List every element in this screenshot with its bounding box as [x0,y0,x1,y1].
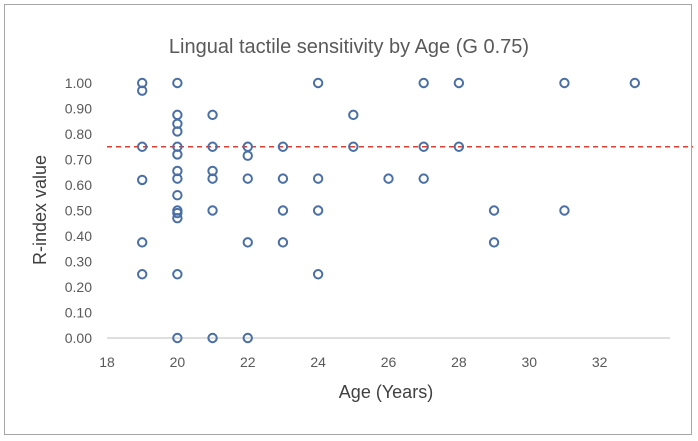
y-tick-label: 0.30 [65,254,92,270]
data-point [207,109,218,121]
y-tick-label: 0.70 [65,152,92,168]
x-tick-label: 30 [521,354,537,370]
data-point [383,173,394,184]
y-tick-label: 1.00 [65,75,92,91]
data-point [488,205,500,216]
y-axis-label: R-index value [30,155,50,265]
data-point [207,173,218,184]
data-point [418,141,429,152]
data-point [172,149,183,160]
x-tick-label: 32 [592,354,608,370]
x-tick-label: 20 [170,354,186,370]
x-tick-label: 28 [451,354,467,370]
y-tick-label: 0.10 [65,305,92,321]
data-point [348,141,359,152]
y-tick-label: 0.80 [65,126,92,142]
y-tick-label: 0.50 [65,203,92,219]
data-point [242,237,253,248]
data-point [312,77,324,89]
data-point [172,173,183,184]
data-point [418,173,429,184]
data-point [312,269,324,280]
data-point [242,150,253,161]
data-point [277,205,289,216]
data-point [172,126,183,137]
data-point [559,205,570,216]
data-point [277,173,289,184]
data-point [629,77,641,89]
data-point [312,205,324,216]
data-point [453,77,465,89]
y-tick-label: 0.40 [65,228,92,244]
x-tick-label: 26 [381,354,397,370]
data-point [172,269,183,280]
y-tick-label: 0.00 [65,330,92,346]
x-axis-label: Age (Years) [339,382,433,402]
data-point [242,173,253,184]
data-point [207,332,218,344]
x-tick-label: 22 [240,354,256,370]
data-point [277,141,289,152]
data-point [418,77,429,89]
x-tick-label: 24 [310,354,326,370]
data-point [136,85,148,96]
chart-title: Lingual tactile sensitivity by Age (G 0.… [169,36,529,58]
data-point [453,141,465,152]
data-point [559,77,570,89]
data-point [172,207,183,219]
y-axis-ticks: 0.00 0.10 0.20 0.30 0.40 0.50 0.60 0.70 0.80 0.90… [65,75,92,346]
data-point [172,109,183,121]
chart-frame [4,4,692,435]
y-tick-label: 0.90 [65,101,92,117]
data-point [348,109,359,121]
x-axis-ticks: 18 20 22 24 26 28 30 32 [99,354,607,370]
data-point [242,332,253,344]
x-tick-label: 18 [99,354,115,370]
data-point [136,141,148,152]
data-point [172,190,183,201]
data-point [277,237,289,248]
data-point [172,212,183,224]
data-points [136,77,641,344]
data-point [172,332,183,344]
data-point [136,174,148,186]
data-point [207,205,218,216]
data-point [136,237,148,248]
data-point [172,77,183,89]
data-point [207,141,218,152]
data-point [312,173,324,184]
data-point [136,269,148,280]
data-point [488,237,500,248]
y-tick-label: 0.60 [65,177,92,193]
y-tick-label: 0.20 [65,279,92,295]
